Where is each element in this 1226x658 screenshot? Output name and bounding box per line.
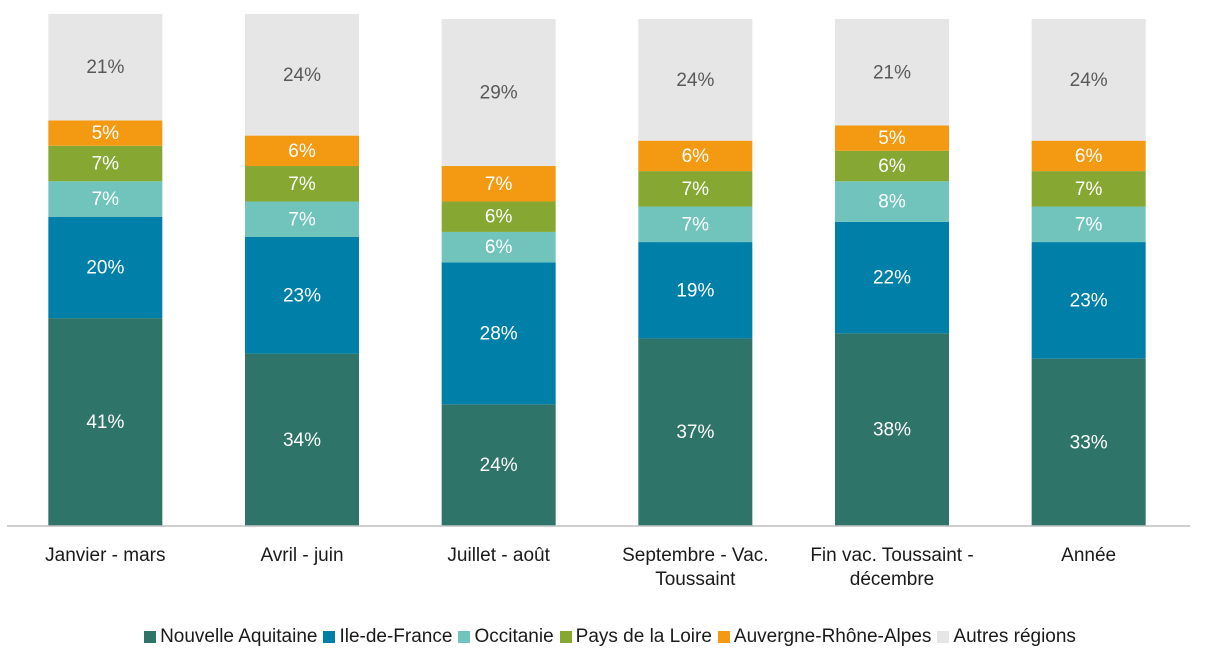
value-label: 7% <box>288 209 316 230</box>
legend-label: Pays de la Loire <box>575 626 712 647</box>
bar-segment <box>245 166 359 202</box>
x-tick-label: Septembre - Vac. Toussaint <box>622 545 769 590</box>
bar-segment <box>835 181 949 222</box>
bar-segment <box>48 120 163 146</box>
bar-segment <box>1031 242 1146 359</box>
legend: Nouvelle Aquitaine Ile-de-France Occitanie… <box>0 626 1226 648</box>
bar-segment <box>245 237 359 354</box>
value-label: 7% <box>485 174 513 195</box>
bar-segment <box>48 145 163 182</box>
legend-label: Ile-de-France <box>339 626 453 647</box>
legend-item: Occitanie <box>458 626 554 648</box>
value-label: 24% <box>676 70 714 91</box>
value-label: 21% <box>873 62 911 83</box>
value-label: 24% <box>283 65 321 86</box>
value-label: 7% <box>92 154 120 175</box>
legend-swatch <box>559 631 572 643</box>
value-label: 6% <box>1075 146 1103 167</box>
legend-swatch <box>144 631 157 643</box>
bar-segment <box>441 201 556 232</box>
bar-segment <box>638 338 753 526</box>
value-label: 5% <box>878 128 906 149</box>
legend-swatch <box>717 631 730 643</box>
value-label: 7% <box>1075 179 1103 200</box>
value-label: 38% <box>873 420 911 441</box>
value-label: 6% <box>288 141 316 162</box>
bar-segment <box>638 242 753 339</box>
bar-segment <box>835 150 949 182</box>
legend-swatch <box>458 631 471 643</box>
legend-swatch <box>937 631 950 643</box>
value-label: 34% <box>283 430 321 451</box>
bar-segment <box>441 404 556 526</box>
value-label: 41% <box>86 412 124 433</box>
x-tick-label: Fin vac. Toussaint - décembre <box>810 545 974 590</box>
bar-segment <box>638 171 753 207</box>
bar-segment <box>835 125 949 151</box>
value-label: 6% <box>485 207 513 228</box>
value-label: 24% <box>480 455 518 476</box>
bar-segment <box>48 181 163 217</box>
bar-segment <box>835 221 949 334</box>
bar-segment <box>1031 19 1146 141</box>
value-label: 7% <box>682 214 710 235</box>
bar-segment <box>1031 171 1146 207</box>
value-label: 6% <box>878 156 906 177</box>
bar-segment <box>638 140 753 172</box>
bar-segment <box>638 206 753 243</box>
value-label: 23% <box>283 285 321 306</box>
bar-segment <box>48 318 163 526</box>
x-tick-label: Juillet - août <box>447 545 550 566</box>
value-label: 7% <box>682 179 710 200</box>
legend-label: Nouvelle Aquitaine <box>160 626 318 647</box>
value-label: 33% <box>1070 432 1108 453</box>
bar-segment <box>245 353 359 526</box>
value-label: 20% <box>86 257 124 278</box>
bar-segment <box>441 19 556 167</box>
legend-label: Auvergne-Rhône-Alpes <box>733 626 932 647</box>
x-tick-label: Année <box>1061 545 1117 566</box>
bar-segment <box>48 13 163 121</box>
bar-segment <box>245 135 359 167</box>
bar-segment <box>441 231 556 263</box>
legend-item: Ile-de-France <box>323 626 452 648</box>
x-tick-label: Avril - juin <box>260 545 344 566</box>
value-label: 22% <box>873 268 911 289</box>
bar-segment <box>441 166 556 202</box>
bar-segment <box>638 19 753 141</box>
value-label: 6% <box>682 146 710 167</box>
value-label: 21% <box>86 57 124 78</box>
bar-segment <box>1031 358 1146 526</box>
legend-label: Occitanie <box>474 626 554 647</box>
value-label: 6% <box>485 237 513 258</box>
value-label: 28% <box>480 323 518 344</box>
bar-segment <box>441 262 556 405</box>
value-label: 7% <box>288 174 316 195</box>
value-label: 19% <box>676 280 714 301</box>
legend-item: Auvergne-Rhône-Alpes <box>717 626 932 648</box>
bar-segment <box>245 13 359 136</box>
value-label: 5% <box>92 123 120 144</box>
legend-item: Nouvelle Aquitaine <box>144 626 317 648</box>
plot: 41% 20% 7% 7% 5% 21% 34% 23% 7% 7% 6% 24% 24% 28% 6% 6%… <box>7 13 1190 527</box>
bar-segment <box>48 216 163 319</box>
bar-segment <box>835 19 949 126</box>
value-label: 8% <box>878 192 906 213</box>
value-label: 24% <box>1070 70 1108 91</box>
value-label: 23% <box>1070 290 1108 311</box>
value-label: 7% <box>92 189 120 210</box>
bar-segment <box>1031 206 1146 243</box>
value-label: 37% <box>676 422 714 443</box>
legend-item: Pays de la Loire <box>559 626 712 648</box>
bar-segment <box>835 333 949 526</box>
value-label: 29% <box>480 83 518 104</box>
bar-segment <box>1031 140 1146 172</box>
value-label: 7% <box>1075 214 1103 235</box>
legend-label: Autres régions <box>953 626 1076 647</box>
bar-segment <box>245 201 359 238</box>
legend-item: Autres régions <box>937 626 1076 648</box>
x-tick-label: Janvier - mars <box>45 545 166 566</box>
legend-swatch <box>323 631 336 643</box>
